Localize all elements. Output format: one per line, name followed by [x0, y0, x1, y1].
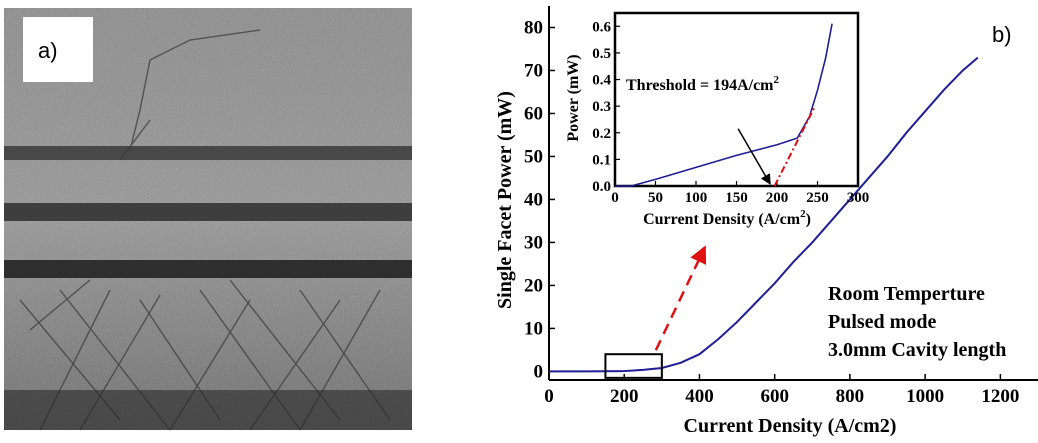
main-y-tick-label: 80 — [524, 17, 543, 38]
main-x-tick-label: 400 — [685, 386, 714, 407]
inset-x-tick-label: 300 — [847, 190, 870, 206]
main-annotations: Room Temperture Pulsed mode 3.0mm Cavity… — [828, 283, 1006, 361]
main-y-tick-label: 60 — [524, 103, 543, 124]
inset-y-tick-label: 0.5 — [592, 46, 611, 62]
inset-y-tick-label: 0.6 — [592, 19, 611, 35]
micrograph-bottom-dark — [4, 390, 412, 430]
main-x-tick-label: 800 — [836, 386, 865, 407]
inset-x-tick-label: 100 — [685, 190, 708, 206]
annotation-line-2: Pulsed mode — [828, 311, 936, 333]
inset-y-tick-label: 0.3 — [592, 99, 611, 115]
micrograph-image: a) — [4, 8, 412, 431]
inset-y-axis-title: Power (mW) — [565, 54, 582, 141]
threshold-annotation-sup: 2 — [774, 74, 780, 86]
zoom-box — [604, 353, 663, 379]
annotation-line-1: Room Temperture — [828, 283, 985, 305]
micrograph-band-3 — [4, 260, 412, 278]
inset-x-axis-title-end: ) — [806, 211, 811, 228]
main-y-tick-label: 50 — [524, 146, 543, 167]
panel-a-label-box — [23, 17, 93, 82]
panel-b-label: b) — [992, 22, 1012, 47]
main-x-tick-label: 1200 — [981, 386, 1019, 407]
main-y-tick-label: 10 — [524, 318, 543, 339]
inset-x-tick-label: 150 — [725, 190, 748, 206]
annotation-line-3: 3.0mm Cavity length — [828, 339, 1006, 361]
main-x-tick-label: 0 — [544, 386, 554, 407]
inset-plot: 0 50 100 150 200 250 300 0.0 0.1 0.2 0.3 0.4 0.5 0.6 — [592, 11, 870, 206]
inset-y-tick-label: 0.2 — [592, 126, 611, 142]
inset-y-tick-label: 0.0 — [592, 179, 611, 195]
threshold-arrow — [737, 128, 771, 185]
main-y-tick-label: 30 — [524, 232, 543, 253]
zoom-arrow — [654, 245, 707, 351]
main-series-line — [549, 56, 979, 373]
micrograph-dislocations — [19, 29, 391, 431]
main-y-tick-label: 20 — [524, 275, 543, 296]
threshold-annotation-main: Threshold = 194A/cm — [626, 77, 774, 94]
inset-x-tick-label: 250 — [806, 190, 829, 206]
main-y-tick-label: 40 — [524, 189, 543, 210]
main-x-tick-label: 600 — [760, 386, 789, 407]
inset-y-tick-label: 0.4 — [592, 73, 611, 89]
inset-x-axis-title-sup: 2 — [800, 208, 806, 220]
inset-frame — [613, 11, 860, 188]
micrograph-band-2 — [4, 203, 412, 221]
main-x-tick-label: 1000 — [906, 386, 944, 407]
main-x-axis-title: Current Density (A/cm2) — [684, 415, 897, 437]
main-y-axis-title: Single Facet Power (mW) — [494, 91, 516, 309]
threshold-annotation: Threshold = 194A/cm2 — [626, 74, 780, 94]
inset-x-tick-label: 200 — [766, 190, 789, 206]
main-y-tick-label: 0 — [534, 361, 544, 382]
main-x-tick-label: 200 — [610, 386, 639, 407]
inset-x-tick-label: 0 — [611, 190, 619, 206]
micrograph-band-1 — [4, 146, 412, 160]
inset-x-tick-label: 50 — [648, 190, 663, 206]
panel-a-label: a) — [38, 38, 58, 63]
inset-x-axis-title: Current Density (A/cm2) — [643, 208, 811, 228]
inset-x-axis-title-main: Current Density (A/cm — [643, 211, 801, 228]
main-y-tick-label: 70 — [524, 60, 543, 81]
inset-series-line — [615, 23, 833, 187]
inset-y-tick-label: 0.1 — [592, 152, 611, 168]
